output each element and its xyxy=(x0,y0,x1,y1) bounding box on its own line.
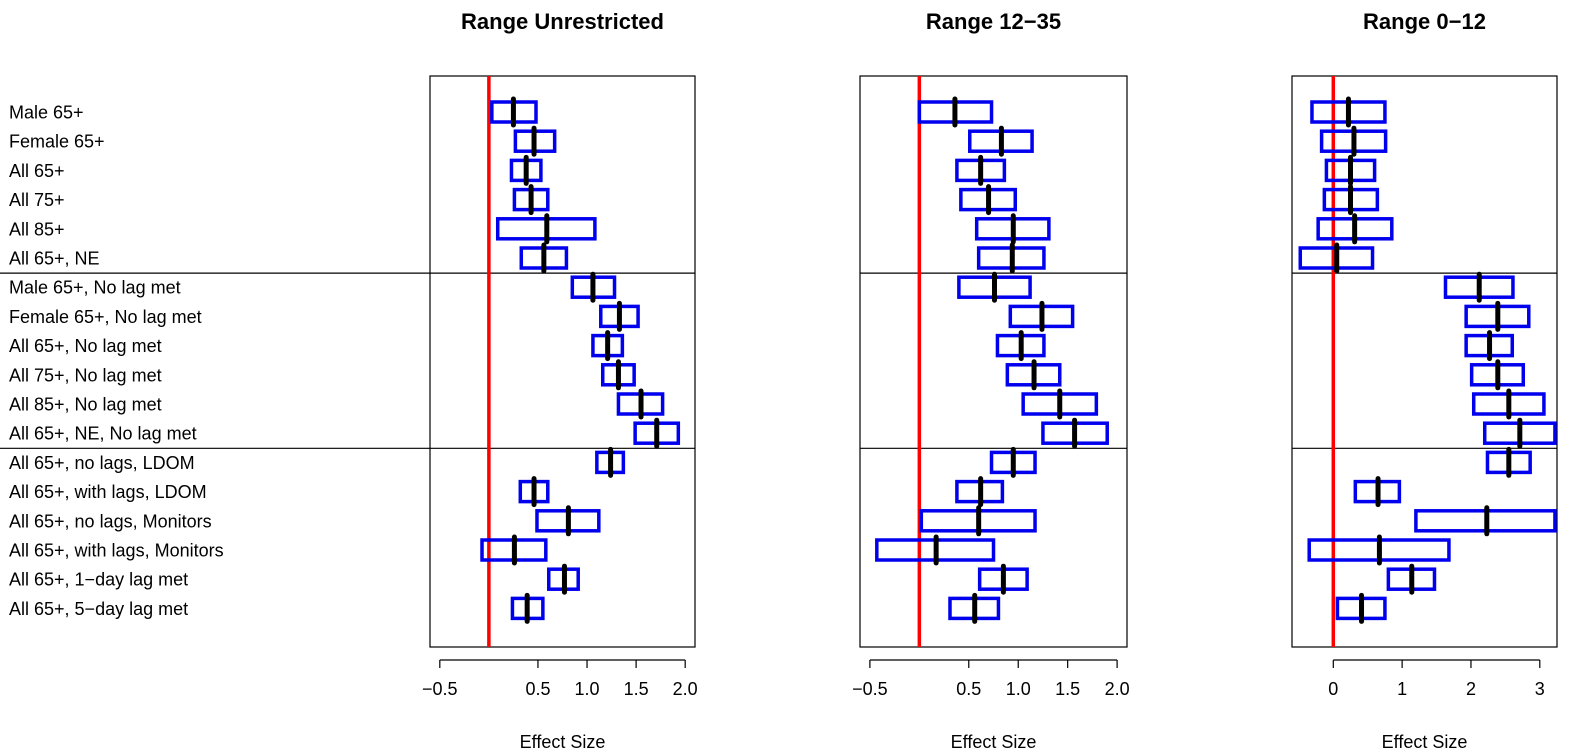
row-label: All 65+, NE, No lag met xyxy=(9,424,197,444)
plot-frame xyxy=(429,75,696,648)
row-label: All 65+, with lags, Monitors xyxy=(9,541,224,561)
x-axis-title: Effect Size xyxy=(951,732,1037,752)
row-label: All 85+, No lag met xyxy=(9,395,162,415)
row-label: All 65+, NE xyxy=(9,249,100,269)
x-tick-label: 0.5 xyxy=(956,679,981,699)
row-label: Male 65+, No lag met xyxy=(9,278,181,298)
row-label: All 65+, with lags, LDOM xyxy=(9,482,207,502)
row-label: Female 65+ xyxy=(9,132,105,152)
row-label: All 65+, no lags, Monitors xyxy=(9,511,212,531)
x-tick-label: 1.0 xyxy=(1006,679,1031,699)
x-axis-title: Effect Size xyxy=(1382,732,1468,752)
row-label: All 65+, 5−day lag met xyxy=(9,599,188,619)
row-labels: Male 65+ Female 65+ All 65+ All 75+ All 85+ A… xyxy=(9,103,224,619)
x-axis-title: Effect Size xyxy=(520,732,606,752)
row-label: Female 65+, No lag met xyxy=(9,307,202,327)
row-label: Male 65+ xyxy=(9,103,84,123)
x-tick-label: 0 xyxy=(1328,679,1338,699)
panel: Range 0−12 0 1 2 3 Effect Size xyxy=(1291,9,1558,752)
x-tick-label: 1.0 xyxy=(575,679,600,699)
plot-frame xyxy=(1291,75,1558,648)
x-tick-label: −0.5 xyxy=(422,679,458,699)
x-tick-label: 1 xyxy=(1397,679,1407,699)
row-label: All 65+, no lags, LDOM xyxy=(9,453,195,473)
x-tick-label: 3 xyxy=(1535,679,1545,699)
panels: Range Unrestricted −0.5 0.5 1.0 1.5 2.0 Effect… xyxy=(0,9,1558,752)
row-label: All 85+ xyxy=(9,219,65,239)
row-label: All 75+, No lag met xyxy=(9,365,162,385)
panel: Range 12−35 −0.5 0.5 1.0 1.5 2.0 Effect Size xyxy=(852,9,1130,752)
x-tick-label: 2.0 xyxy=(673,679,698,699)
x-tick-label: 1.5 xyxy=(624,679,649,699)
x-tick-label: 2 xyxy=(1466,679,1476,699)
panel-title: Range 12−35 xyxy=(926,9,1061,34)
row-label: All 75+ xyxy=(9,190,65,210)
row-label: All 65+, No lag met xyxy=(9,336,162,356)
panel-title: Range 0−12 xyxy=(1363,9,1486,34)
row-label: All 65+, 1−day lag met xyxy=(9,570,188,590)
panel-title: Range Unrestricted xyxy=(461,9,664,34)
x-tick-label: 0.5 xyxy=(525,679,550,699)
row-label: All 65+ xyxy=(9,161,65,181)
x-tick-label: −0.5 xyxy=(852,679,888,699)
x-tick-label: 1.5 xyxy=(1055,679,1080,699)
x-tick-label: 2.0 xyxy=(1105,679,1130,699)
plot-frame xyxy=(859,75,1128,648)
panel: Range Unrestricted −0.5 0.5 1.0 1.5 2.0 Effect… xyxy=(0,9,698,752)
